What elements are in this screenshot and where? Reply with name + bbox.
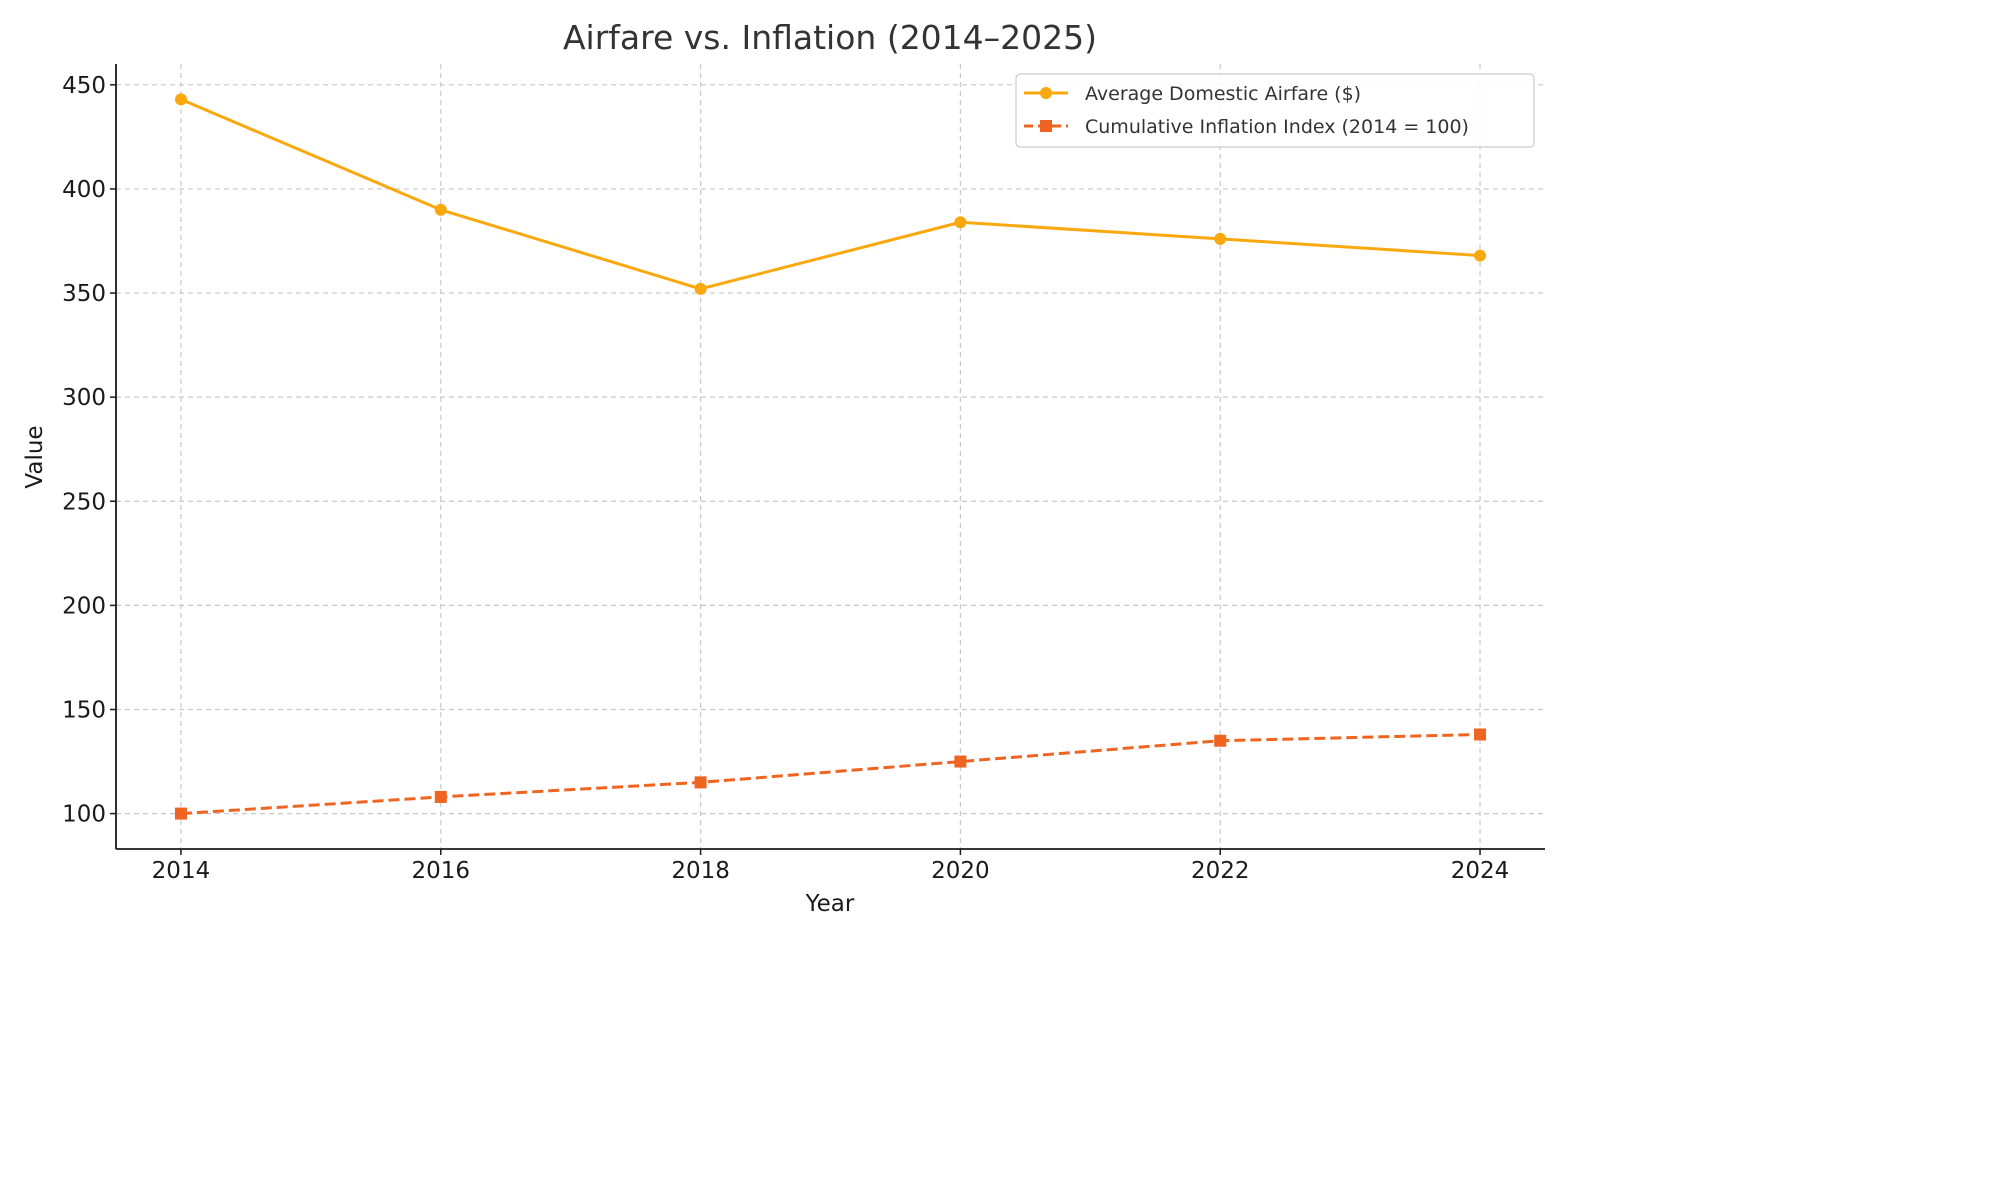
legend-item: Cumulative Inflation Index (2014 = 100) bbox=[1024, 116, 1469, 138]
legend-marker bbox=[1040, 120, 1052, 132]
data-point bbox=[434, 203, 447, 216]
series-line bbox=[180, 732, 1481, 816]
data-point bbox=[1214, 232, 1227, 245]
data-point bbox=[694, 282, 707, 295]
y-tick-label: 450 bbox=[62, 73, 106, 99]
data-point bbox=[174, 93, 187, 106]
series-1 bbox=[174, 728, 1487, 820]
x-tick-label: 2014 bbox=[152, 858, 211, 884]
axes bbox=[110, 64, 1545, 855]
series-group bbox=[174, 93, 1487, 820]
legend-item: Average Domestic Airfare ($) bbox=[1024, 83, 1361, 105]
y-tick-label: 250 bbox=[62, 489, 106, 515]
data-point bbox=[1474, 249, 1487, 262]
tick-labels: 2014 2016 2018 2020 2022 2024 100 150 200 250 300 3… bbox=[62, 73, 1509, 884]
x-tick-label: 2024 bbox=[1451, 858, 1510, 884]
data-point bbox=[954, 755, 967, 768]
y-tick-label: 100 bbox=[62, 802, 106, 828]
chart-container: Airfare vs. Inflation (2014–2025) 2014 20… bbox=[22, 18, 1545, 917]
x-tick-label: 2022 bbox=[1191, 858, 1250, 884]
y-axis-label: Value bbox=[22, 425, 48, 488]
legend-box bbox=[1015, 73, 1535, 148]
series-line bbox=[180, 98, 1481, 291]
legend-marker bbox=[1040, 87, 1052, 99]
data-point bbox=[694, 776, 707, 789]
x-tick-label: 2016 bbox=[411, 858, 470, 884]
y-tick-label: 350 bbox=[62, 281, 106, 307]
x-tick-label: 2020 bbox=[931, 858, 990, 884]
y-tick-label: 150 bbox=[62, 697, 106, 723]
chart-title: Airfare vs. Inflation (2014–2025) bbox=[563, 18, 1097, 57]
data-point bbox=[1214, 734, 1227, 747]
data-point bbox=[174, 807, 187, 820]
legend-label: Average Domestic Airfare ($) bbox=[1085, 83, 1361, 105]
data-point bbox=[1474, 728, 1487, 741]
y-tick-label: 300 bbox=[62, 385, 106, 411]
y-tick-label: 200 bbox=[62, 593, 106, 619]
grid-lines bbox=[116, 64, 1545, 849]
x-tick-label: 2018 bbox=[671, 858, 730, 884]
legend: Average Domestic Airfare ($) Cumulative I… bbox=[1015, 73, 1535, 148]
legend-label: Cumulative Inflation Index (2014 = 100) bbox=[1085, 116, 1469, 138]
y-tick-label: 400 bbox=[62, 177, 106, 203]
line-chart: Airfare vs. Inflation (2014–2025) 2014 20… bbox=[22, 18, 1545, 917]
x-axis-label: Year bbox=[805, 891, 855, 917]
data-point bbox=[434, 790, 447, 803]
data-point bbox=[954, 216, 967, 229]
series-0 bbox=[174, 93, 1487, 295]
